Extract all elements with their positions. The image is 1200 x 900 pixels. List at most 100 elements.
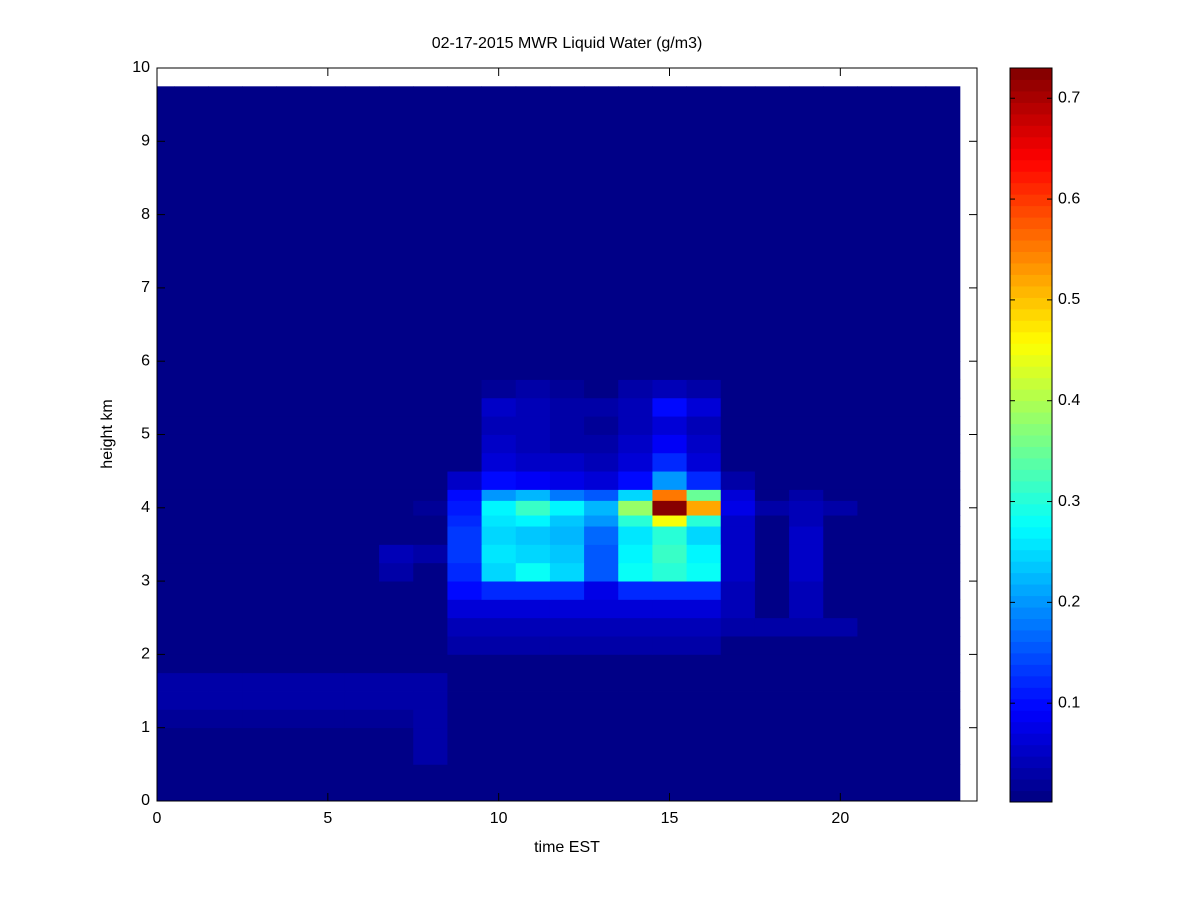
heatmap-cell — [413, 691, 448, 710]
heatmap-cell — [208, 416, 243, 435]
heatmap-cell — [174, 515, 209, 527]
heatmap-cell — [515, 416, 551, 435]
colorbar-step — [1010, 285, 1052, 298]
colorbar-step — [1010, 217, 1052, 230]
heatmap-cell — [549, 672, 585, 692]
heatmap-cell — [208, 727, 243, 765]
heatmap-cell — [549, 654, 585, 674]
heatmap-cell — [652, 654, 687, 674]
heatmap-cell — [515, 599, 551, 619]
heatmap-cell — [157, 500, 175, 516]
heatmap-cell — [515, 361, 551, 380]
heatmap-cell — [379, 727, 414, 765]
heatmap-cell — [447, 515, 482, 527]
heatmap-cell — [515, 636, 551, 655]
heatmap-cell — [754, 416, 790, 435]
heatmap-cell — [754, 599, 790, 619]
heatmap-cell — [310, 562, 346, 582]
heatmap-cell — [344, 452, 380, 472]
heatmap-cell — [549, 581, 585, 600]
heatmap-cell — [344, 617, 380, 637]
heatmap-cell — [276, 691, 312, 710]
heatmap-cell — [823, 471, 858, 490]
heatmap-cell — [891, 581, 927, 600]
heatmap-cell — [481, 434, 517, 454]
colorbar-step — [1010, 756, 1052, 769]
heatmap-cell — [584, 452, 619, 472]
heatmap-cell — [344, 515, 380, 527]
heatmap-cell — [208, 471, 243, 490]
heatmap-cell — [310, 599, 346, 619]
x-tick-label: 0 — [153, 810, 162, 827]
heatmap-cell — [652, 416, 687, 435]
y-tick-label: 4 — [141, 499, 150, 516]
heatmap-cell — [174, 709, 209, 729]
heatmap-cell — [754, 500, 790, 516]
colorbar-step — [1010, 90, 1052, 103]
heatmap-cell — [174, 434, 209, 454]
heatmap-cell — [789, 764, 824, 801]
heatmap-cell — [754, 489, 790, 501]
heatmap-cell — [174, 581, 209, 600]
colorbar-step — [1010, 733, 1052, 746]
heatmap-cell — [174, 727, 209, 765]
heatmap-cell — [549, 562, 585, 582]
heatmap-cell — [857, 672, 892, 692]
heatmap-cell — [618, 397, 653, 417]
heatmap-cell — [686, 562, 722, 582]
heatmap-cell — [447, 397, 482, 417]
x-tick-label: 10 — [490, 810, 508, 827]
heatmap-cell — [618, 617, 653, 637]
heatmap-cell — [276, 672, 312, 692]
heatmap-cell — [174, 691, 209, 710]
chart-title: 02-17-2015 MWR Liquid Water (g/m3) — [432, 35, 703, 52]
heatmap-cell — [857, 471, 892, 490]
heatmap-cell — [754, 379, 790, 399]
heatmap-cell — [686, 617, 722, 637]
heatmap-cell — [754, 361, 790, 380]
heatmap-cell — [754, 672, 790, 692]
heatmap-cell — [481, 416, 517, 435]
heatmap-cell — [618, 500, 653, 516]
heatmap-cell — [891, 471, 927, 490]
heatmap-cell — [242, 489, 277, 501]
heatmap-cell — [720, 654, 756, 674]
heatmap-cell — [891, 672, 927, 692]
heatmap-cell — [686, 691, 722, 710]
heatmap-cell — [310, 86, 346, 362]
heatmap-cell — [413, 515, 448, 527]
heatmap-cell — [481, 379, 517, 399]
heatmap-cell — [379, 562, 414, 582]
heatmap-cell — [652, 636, 687, 655]
y-tick-label: 5 — [141, 426, 150, 443]
heatmap-cell — [618, 544, 653, 564]
y-tick-label: 8 — [141, 206, 150, 223]
colorbar-step — [1010, 354, 1052, 367]
heatmap-cell — [515, 654, 551, 674]
heatmap-cell — [857, 526, 892, 545]
heatmap-cell — [925, 471, 961, 490]
heatmap-cell — [720, 764, 756, 801]
heatmap-cell — [686, 764, 722, 801]
heatmap-cell — [720, 500, 756, 516]
heatmap-cell — [276, 636, 312, 655]
colorbar-step — [1010, 618, 1052, 631]
heatmap-cell — [379, 636, 414, 655]
heatmap-cell — [157, 691, 175, 710]
heatmap-cell — [413, 397, 448, 417]
heatmap-cell — [789, 452, 824, 472]
heatmap-cell — [481, 581, 517, 600]
heatmap-cell — [686, 515, 722, 527]
heatmap-cell — [344, 654, 380, 674]
colorbar-step — [1010, 629, 1052, 642]
heatmap-cell — [652, 581, 687, 600]
heatmap-cell — [891, 599, 927, 619]
heatmap-cell — [379, 500, 414, 516]
colorbar-step — [1010, 251, 1052, 264]
heatmap-cell — [584, 562, 619, 582]
heatmap-cell — [652, 515, 687, 527]
heatmap-cell — [310, 397, 346, 417]
heatmap-cell — [652, 471, 687, 490]
heatmap-cell — [754, 397, 790, 417]
heatmap-cell — [618, 86, 653, 362]
